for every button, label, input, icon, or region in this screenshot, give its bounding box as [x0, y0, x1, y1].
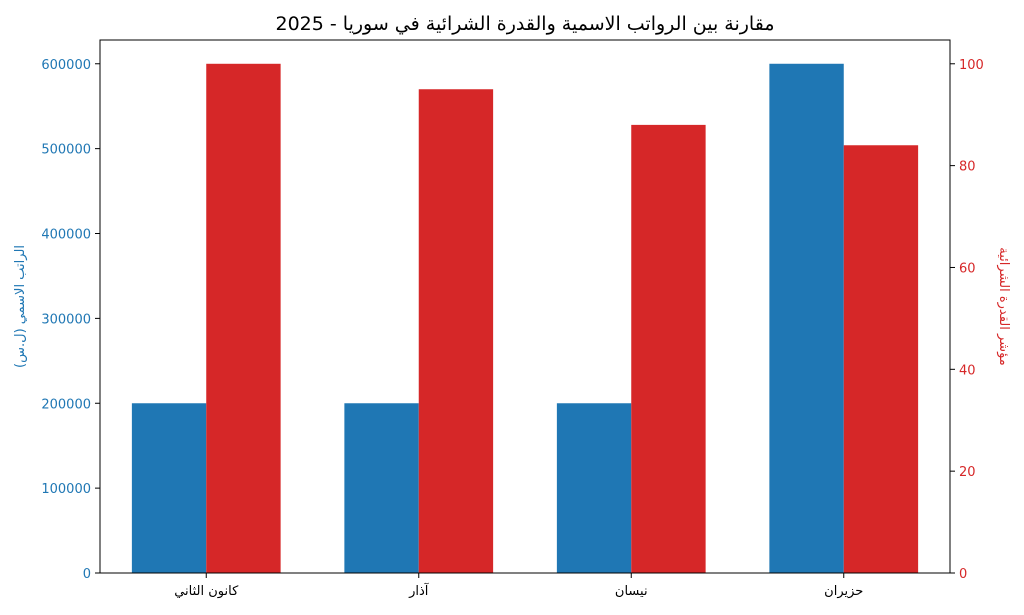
- bar-nominal-salary: [556, 403, 632, 573]
- y-tick-label-right: 60: [959, 261, 976, 276]
- x-tick-label: كانون الثاني: [174, 584, 239, 599]
- axes-layer: كانون الثاني آذار نيسان حزيران 0 100000 200000…: [41, 39, 984, 599]
- y-tick-label-left: 0: [83, 567, 91, 582]
- y-tick-label-left: 500000: [41, 143, 91, 158]
- y-tick-label-right: 40: [959, 363, 976, 378]
- y-axis-label-left: الراتب الاسمي (ل.س): [13, 245, 28, 368]
- bar-purchasing-power: [631, 124, 706, 574]
- y-tick-label-right: 20: [959, 465, 976, 480]
- chart-title: مقارنة بين الرواتب الاسمية والقدرة الشرا…: [275, 13, 774, 35]
- y-tick-label-left: 300000: [41, 312, 91, 327]
- y-tick-label-left: 400000: [41, 228, 91, 243]
- bar-purchasing-power: [206, 63, 281, 573]
- y-tick-label-right: 80: [959, 160, 976, 175]
- bar-nominal-salary: [344, 403, 419, 573]
- bars-layer: [131, 63, 919, 574]
- y-tick-label-right: 100: [959, 58, 984, 73]
- x-tick-label: حزيران: [824, 584, 863, 599]
- bar-nominal-salary: [769, 63, 844, 573]
- bar-purchasing-power: [418, 89, 494, 574]
- y-tick-label-right: 0: [959, 567, 967, 582]
- y-axis-label-right: مؤشر القدرة الشرائية: [996, 247, 1011, 366]
- y-tick-label-left: 100000: [41, 482, 91, 497]
- plot-frame: [99, 39, 951, 574]
- x-tick-label: نيسان: [615, 584, 648, 599]
- y-tick-label-left: 200000: [41, 397, 91, 412]
- y-tick-label-left: 600000: [41, 58, 91, 73]
- bar-purchasing-power: [843, 145, 919, 573]
- x-tick-label: آذار: [408, 582, 430, 599]
- bar-nominal-salary: [131, 403, 207, 573]
